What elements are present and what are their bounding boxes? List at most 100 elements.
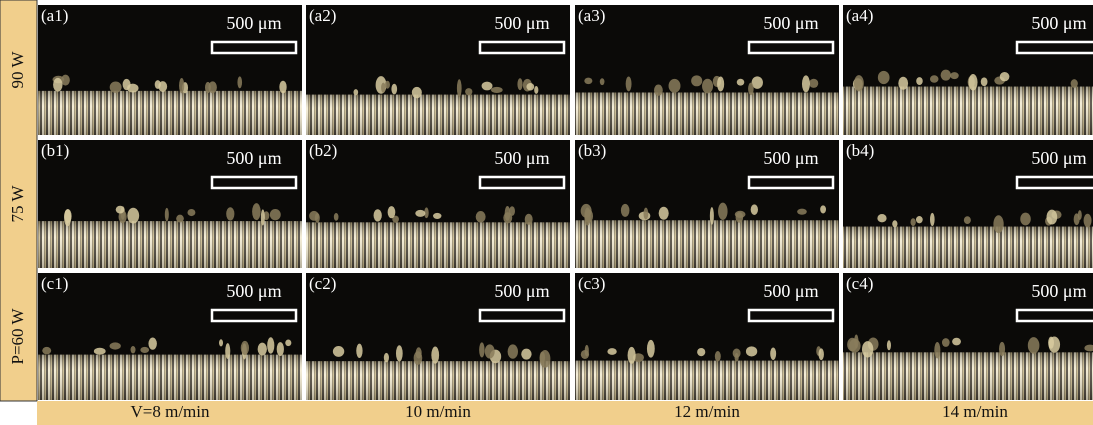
panel-label: (c3) xyxy=(578,274,605,293)
column-label: 14 m/min xyxy=(942,402,1008,421)
fiber-tuft xyxy=(930,75,939,82)
fiber-tuft xyxy=(127,208,139,224)
fiber-tuft xyxy=(969,74,978,91)
fiber-tuft xyxy=(412,87,422,98)
fiber-tuft xyxy=(354,89,359,95)
fiber-tuft xyxy=(94,348,106,355)
fiber-tuft xyxy=(165,208,169,221)
fiber-tuft xyxy=(993,215,1003,233)
fiber-tuft xyxy=(396,345,403,361)
panel-label: (b4) xyxy=(846,141,874,160)
fiber-tuft xyxy=(356,344,362,358)
fiber-tuft xyxy=(697,348,705,356)
fiber-tuft xyxy=(42,347,51,354)
fiber-tuft xyxy=(715,351,721,361)
fiber-tuft xyxy=(748,83,754,95)
band-shade xyxy=(843,352,1093,400)
fiber-tuft xyxy=(241,341,249,355)
fiber-tuft xyxy=(1084,214,1092,228)
panel-label: (a1) xyxy=(41,6,68,25)
fiber-tuft xyxy=(416,347,422,358)
panel-label: (a4) xyxy=(846,6,873,25)
fiber-tuft xyxy=(252,203,261,220)
fiber-tuft xyxy=(820,205,826,213)
fiber-tuft xyxy=(285,339,291,346)
band-shade xyxy=(843,227,1093,268)
fiber-tuft xyxy=(479,342,484,357)
scale-label: 500 μm xyxy=(1031,13,1086,33)
band-shade xyxy=(575,361,839,400)
fiber-tuft xyxy=(237,76,242,88)
fiber-tuft xyxy=(702,79,713,94)
fiber-tuft xyxy=(854,75,864,91)
fiber-tuft xyxy=(1048,337,1054,349)
fiber-tuft xyxy=(491,87,503,93)
fiber-tuft xyxy=(279,81,286,94)
fiber-tuft xyxy=(934,342,940,358)
fiber-tuft xyxy=(110,82,122,93)
band-shade xyxy=(38,221,302,268)
fiber-tuft xyxy=(277,342,284,356)
band-shade xyxy=(575,92,839,135)
fiber-tuft xyxy=(626,76,632,91)
fiber-tuft xyxy=(53,78,62,92)
fiber-tuft xyxy=(525,214,533,225)
fiber-tuft xyxy=(581,350,589,359)
band-shade xyxy=(38,355,302,400)
fiber-tuft xyxy=(600,78,605,85)
fiber-tuft xyxy=(415,210,425,217)
fiber-tuft xyxy=(267,337,274,353)
fiber-tuft xyxy=(737,79,745,86)
fiber-tuft xyxy=(457,79,462,97)
row-label: 90 W xyxy=(8,51,27,89)
scale-label: 500 μm xyxy=(494,148,549,168)
fiber-tuft xyxy=(981,77,988,86)
fiber-tuft xyxy=(110,342,121,349)
fiber-tuft xyxy=(654,85,663,96)
fiber-tuft xyxy=(930,213,935,226)
band-shade xyxy=(38,91,302,135)
panel-label: (b1) xyxy=(41,141,69,160)
fiber-tuft xyxy=(131,346,136,353)
fiber-tuft xyxy=(952,338,961,346)
fiber-tuft xyxy=(385,81,390,89)
panel-label: (a3) xyxy=(578,6,605,25)
fiber-tuft xyxy=(309,211,319,221)
fiber-tuft xyxy=(505,206,511,221)
fiber-tuft xyxy=(941,70,951,81)
fiber-tuft xyxy=(718,203,728,220)
fiber-tuft xyxy=(384,353,389,363)
fiber-tuft xyxy=(482,82,493,91)
fiber-tuft xyxy=(1071,79,1078,88)
column-label: 10 m/min xyxy=(405,402,471,421)
fiber-tuft xyxy=(751,204,758,215)
scale-label: 500 μm xyxy=(226,148,281,168)
fiber-tuft xyxy=(644,208,649,220)
fiber-tuft xyxy=(735,353,739,362)
column-label: V=8 m/min xyxy=(130,402,210,421)
fiber-tuft xyxy=(942,338,950,347)
fiber-tuft xyxy=(508,344,518,358)
scale-label: 500 μm xyxy=(763,13,818,33)
fiber-tuft xyxy=(205,82,211,93)
fiber-tuft xyxy=(258,343,267,356)
scale-label: 500 μm xyxy=(494,281,549,301)
fiber-tuft xyxy=(691,75,702,86)
panel-label: (c2) xyxy=(309,274,336,293)
fiber-tuft xyxy=(887,340,891,350)
fiber-tuft xyxy=(155,80,161,89)
fiber-tuft xyxy=(877,214,886,222)
panel-label: (c4) xyxy=(846,274,873,293)
fiber-tuft xyxy=(809,79,818,88)
fiber-tuft xyxy=(333,346,344,357)
fiber-tuft xyxy=(628,347,636,364)
fiber-tuft xyxy=(485,344,495,358)
fiber-tuft xyxy=(910,218,915,226)
fiber-tuft xyxy=(431,346,439,363)
panel-label: (a2) xyxy=(309,6,336,25)
fiber-tuft xyxy=(916,216,923,223)
row-label: P=60 W xyxy=(8,308,27,365)
band-shade xyxy=(575,220,839,268)
fiber-tuft xyxy=(964,216,971,224)
band-shade xyxy=(306,361,570,400)
